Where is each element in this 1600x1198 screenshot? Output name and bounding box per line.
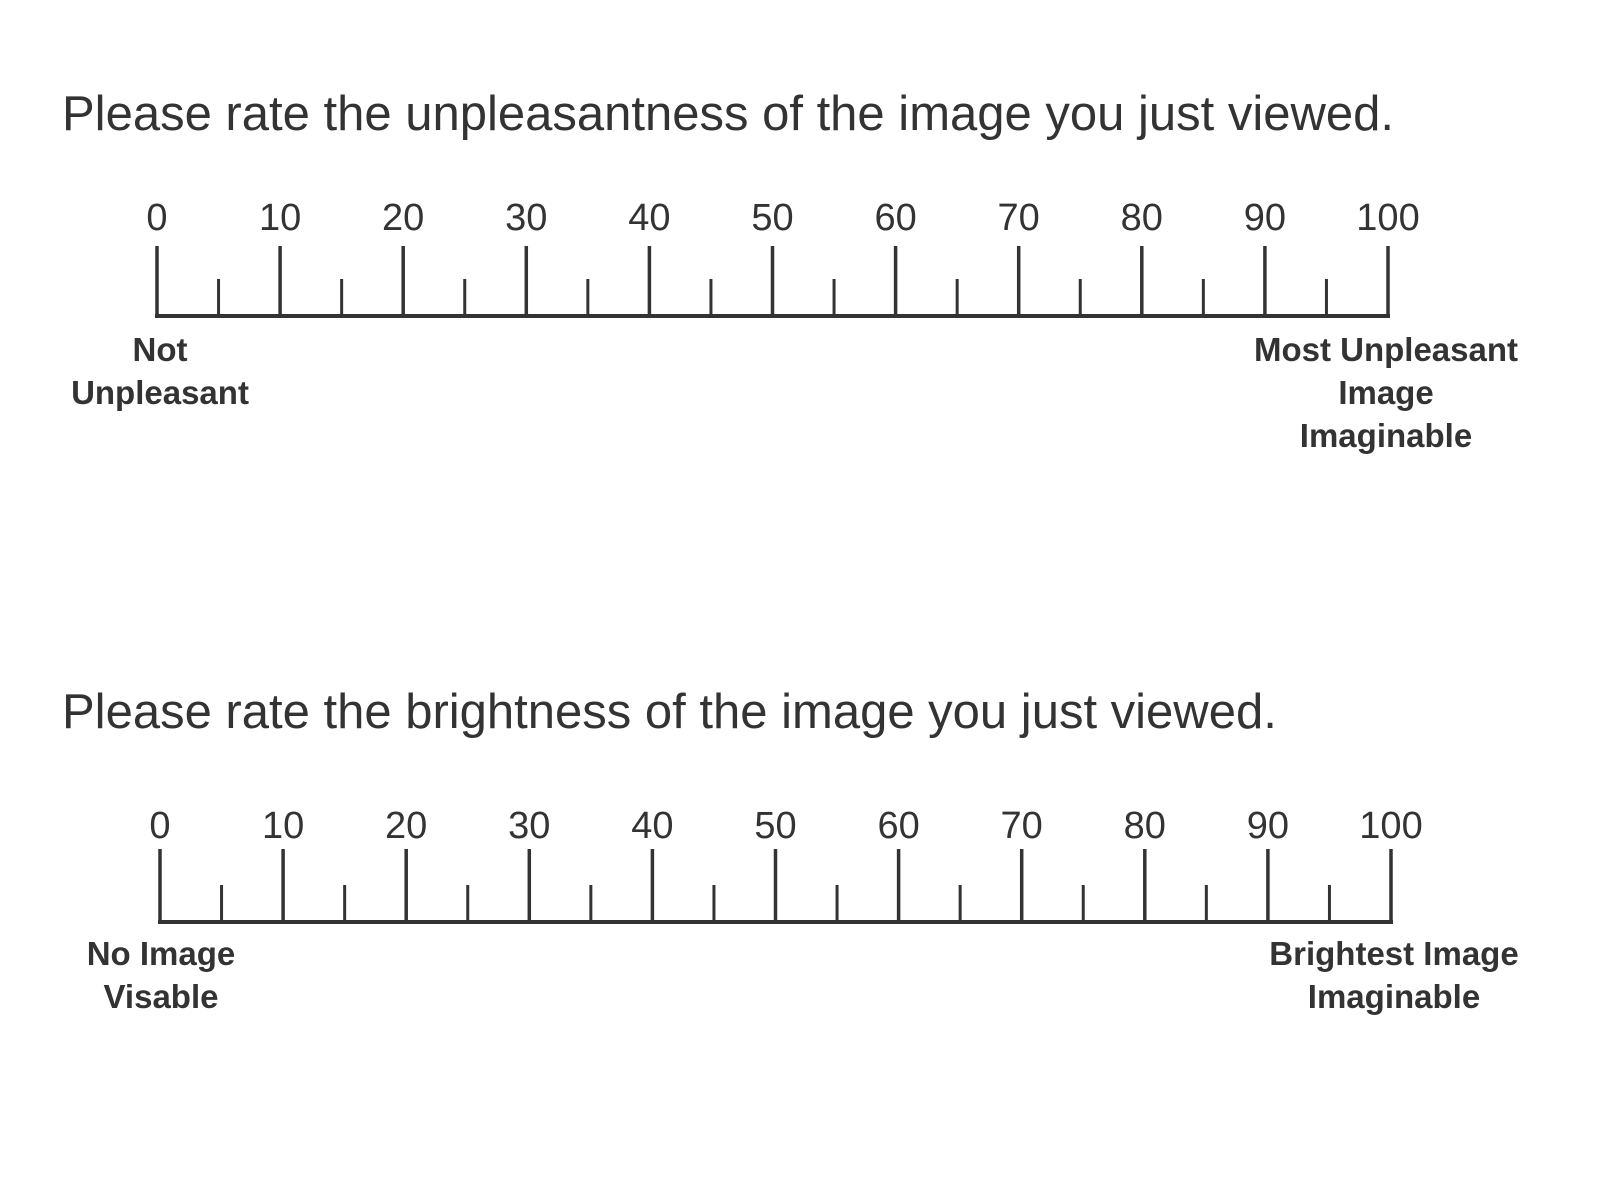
tick-label-70: 70 [1001, 805, 1043, 847]
tick-label-40: 40 [628, 197, 670, 239]
tick-label-50: 50 [754, 805, 796, 847]
tick-label-50: 50 [751, 197, 793, 239]
unpleasantness-low-anchor: Not Unpleasant [60, 328, 260, 414]
brightness-scale[interactable]: 0 10 20 30 40 50 60 70 80 90 100 [0, 796, 1600, 1136]
high-anchor-line1: Brightest Image [1269, 935, 1519, 972]
low-anchor-line1: Not [132, 331, 188, 368]
high-anchor-line3: Imaginable [1299, 417, 1473, 454]
low-anchor-line2: Visable [103, 978, 219, 1015]
tick-label-40: 40 [631, 805, 673, 847]
tick-label-10: 10 [259, 197, 301, 239]
tick-label-100: 100 [1356, 197, 1419, 239]
low-anchor-line1: No Image [86, 935, 236, 972]
tick-label-100: 100 [1359, 805, 1422, 847]
tick-label-20: 20 [385, 805, 427, 847]
tick-label-60: 60 [874, 197, 916, 239]
tick-label-80: 80 [1121, 197, 1163, 239]
high-anchor-line2: Image [1338, 374, 1434, 411]
unpleasantness-prompt: Please rate the unpleasantness of the im… [62, 87, 1394, 141]
tick-label-10: 10 [262, 805, 304, 847]
high-anchor-line2: Imaginable [1307, 978, 1481, 1015]
brightness-prompt: Please rate the brightness of the image … [62, 685, 1277, 739]
tick-label-60: 60 [877, 805, 919, 847]
tick-label-90: 90 [1244, 197, 1286, 239]
tick-label-70: 70 [998, 197, 1040, 239]
tick-label-90: 90 [1247, 805, 1289, 847]
low-anchor-line2: Unpleasant [71, 374, 249, 411]
tick-label-80: 80 [1124, 805, 1166, 847]
tick-label-30: 30 [508, 805, 550, 847]
tick-label-0: 0 [149, 805, 170, 847]
high-anchor-line1: Most Unpleasant [1253, 331, 1519, 368]
unpleasantness-scale[interactable]: 0 10 20 30 40 50 60 70 80 90 100 [0, 190, 1600, 530]
brightness-high-anchor: Brightest Image Imaginable [1244, 932, 1544, 1018]
tick-label-20: 20 [382, 197, 424, 239]
tick-label-30: 30 [505, 197, 547, 239]
brightness-low-anchor: No Image Visable [56, 932, 266, 1018]
unpleasantness-high-anchor: Most Unpleasant Image Imaginable [1236, 328, 1536, 457]
tick-label-0: 0 [146, 197, 167, 239]
